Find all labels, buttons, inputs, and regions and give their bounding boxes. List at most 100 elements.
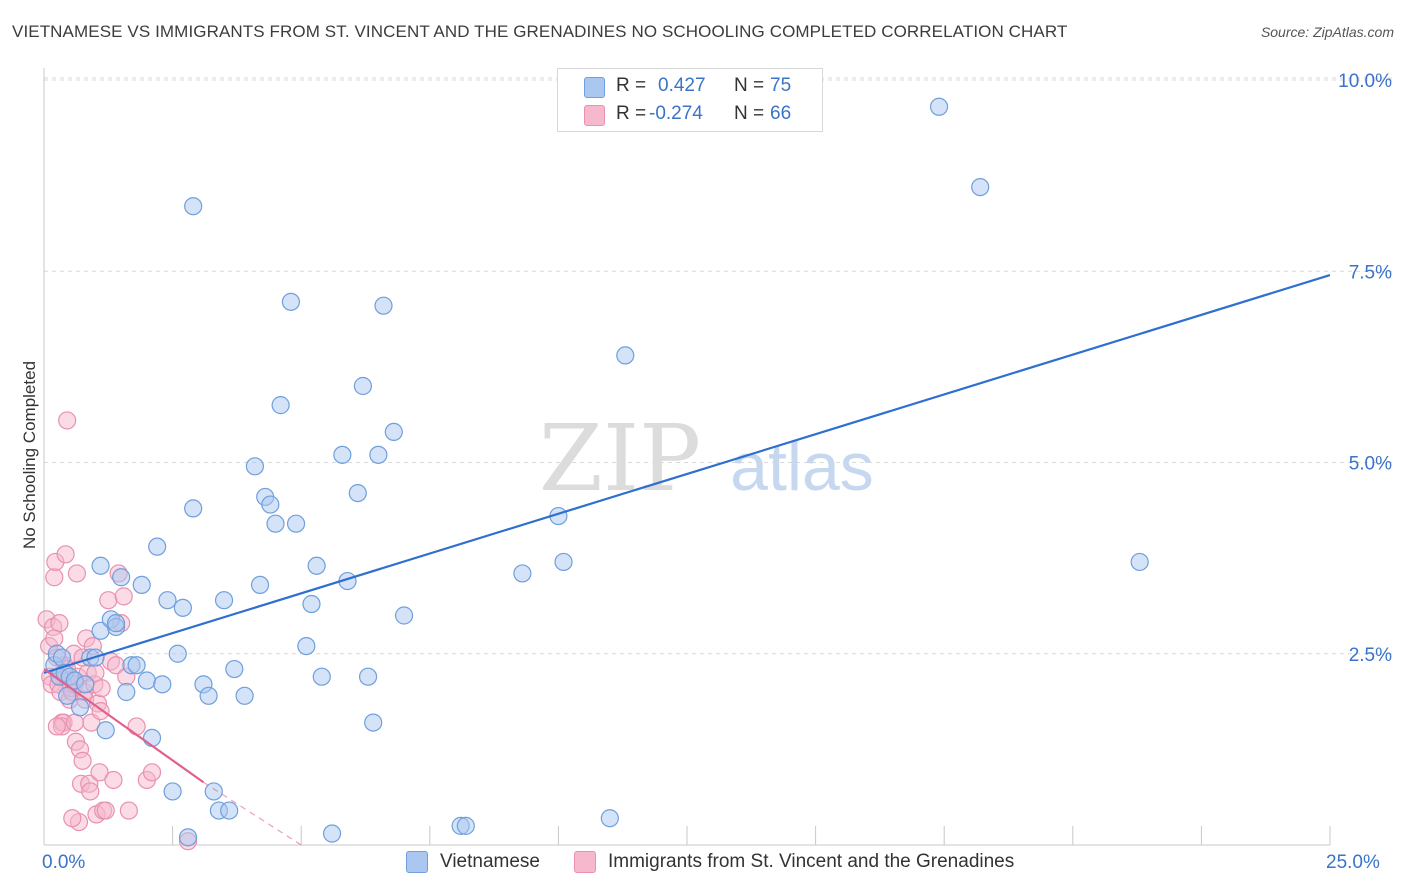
- data-point-immigrants: [50, 614, 69, 633]
- data-point-vietnamese: [153, 675, 172, 694]
- legend-n-label: N =: [734, 103, 765, 124]
- data-point-vietnamese: [178, 828, 198, 847]
- data-point-vietnamese: [374, 296, 393, 315]
- data-point-vietnamese: [163, 782, 182, 801]
- source-label: Source: ZipAtlas.com: [1260, 24, 1394, 40]
- data-point-vietnamese: [199, 686, 218, 705]
- data-point-vietnamese: [168, 644, 187, 663]
- data-point-vietnamese: [281, 292, 301, 311]
- data-point-vietnamese: [554, 552, 573, 572]
- data-point-vietnamese: [600, 809, 619, 828]
- data-point-immigrants: [96, 801, 115, 820]
- data-point-vietnamese: [106, 614, 126, 633]
- legend-item-vietnamese[interactable]: Vietnamese: [406, 851, 540, 873]
- data-point-vietnamese: [91, 556, 110, 575]
- data-point-vietnamese: [348, 484, 367, 503]
- data-point-vietnamese: [307, 556, 326, 575]
- data-point-vietnamese: [132, 575, 151, 595]
- legend-item-immigrants[interactable]: Immigrants from St. Vincent and the Gren…: [574, 851, 1014, 873]
- data-point-vietnamese: [312, 667, 331, 686]
- data-point-immigrants: [45, 568, 64, 587]
- y-tick-label: 2.5%: [1349, 645, 1392, 666]
- legend-swatch-blue: [584, 77, 605, 98]
- data-point-immigrants: [63, 809, 82, 828]
- legend-swatch-pink: [584, 105, 605, 126]
- data-point-vietnamese: [184, 499, 203, 518]
- data-point-vietnamese: [137, 671, 156, 690]
- data-point-immigrants: [65, 713, 84, 732]
- data-point-vietnamese: [271, 396, 290, 415]
- chart-title: VIETNAMESE VS IMMIGRANTS FROM ST. VINCEN…: [12, 22, 1068, 41]
- data-point-vietnamese: [513, 564, 532, 583]
- x-axis-max-label: 25.0%: [1326, 852, 1380, 873]
- y-tick-label: 7.5%: [1349, 262, 1392, 283]
- data-point-vietnamese: [616, 346, 635, 365]
- data-point-vietnamese: [142, 728, 162, 748]
- data-point-vietnamese: [225, 659, 244, 679]
- data-point-vietnamese: [364, 713, 383, 732]
- watermark-zip: ZIP: [539, 405, 701, 512]
- data-point-immigrants: [58, 411, 77, 430]
- data-point-immigrants: [127, 717, 146, 736]
- data-point-vietnamese: [235, 686, 254, 705]
- data-point-vietnamese: [297, 636, 316, 656]
- data-point-immigrants: [90, 763, 109, 782]
- data-point-vietnamese: [971, 178, 990, 197]
- data-point-vietnamese: [158, 591, 177, 610]
- data-point-vietnamese: [266, 514, 285, 533]
- gridlines: [44, 77, 1394, 655]
- legend-swatch-vietnamese: [406, 851, 428, 873]
- data-point-immigrants: [114, 587, 133, 606]
- data-point-vietnamese: [333, 445, 352, 464]
- data-point-vietnamese: [302, 594, 321, 614]
- data-point-vietnamese: [204, 782, 223, 801]
- data-point-immigrants: [45, 629, 64, 648]
- x-axis-min-label: 0.0%: [42, 852, 86, 873]
- data-point-immigrants: [73, 751, 92, 770]
- data-point-vietnamese: [250, 575, 270, 595]
- data-point-vietnamese: [148, 537, 167, 556]
- data-point-vietnamese: [456, 816, 475, 835]
- legend-swatch-immigrants: [574, 851, 596, 873]
- data-point-vietnamese: [96, 721, 115, 740]
- data-point-immigrants: [104, 770, 123, 790]
- data-point-vietnamese: [220, 801, 239, 820]
- data-point-vietnamese: [184, 197, 203, 216]
- data-point-vietnamese: [214, 591, 234, 610]
- data-point-vietnamese: [52, 648, 72, 667]
- legend-r-value: 0.427: [658, 75, 706, 96]
- y-tick-label: 5.0%: [1349, 454, 1392, 475]
- data-point-vietnamese: [353, 376, 373, 396]
- data-point-vietnamese: [127, 656, 146, 675]
- trend-line-immigrants: [43, 668, 205, 784]
- data-point-immigrants: [99, 591, 118, 610]
- data-point-vietnamese: [261, 495, 280, 514]
- data-point-vietnamese: [112, 568, 131, 587]
- data-point-vietnamese: [322, 824, 342, 843]
- trend-lines: [43, 274, 1331, 846]
- data-point-vietnamese: [929, 97, 949, 116]
- data-point-immigrants: [81, 782, 100, 801]
- legend-r-label: R =: [616, 75, 647, 96]
- data-point-vietnamese: [245, 457, 265, 476]
- data-point-vietnamese: [369, 445, 388, 464]
- data-point-immigrants: [92, 679, 111, 698]
- legend-r-label: R =: [616, 103, 647, 124]
- y-tick-labels: 2.5% 5.0% 7.5% 10.0%: [1338, 71, 1392, 666]
- legend-n-label: N =: [734, 75, 765, 96]
- legend-label-immigrants: Immigrants from St. Vincent and the Gren…: [608, 851, 1015, 872]
- data-point-vietnamese: [286, 514, 306, 533]
- data-point-immigrants: [142, 763, 162, 782]
- data-point-vietnamese: [76, 675, 95, 694]
- data-point-vietnamese: [58, 686, 77, 705]
- data-point-vietnamese: [384, 422, 403, 441]
- data-point-vietnamese: [117, 682, 136, 702]
- watermark-atlas: atlas: [730, 429, 874, 505]
- axes: [43, 68, 1331, 846]
- data-point-vietnamese: [394, 606, 414, 625]
- data-point-immigrants: [47, 717, 66, 736]
- legend-label-vietnamese: Vietnamese: [440, 851, 540, 872]
- data-point-immigrants: [56, 545, 75, 564]
- legend-n-value: 66: [770, 103, 792, 124]
